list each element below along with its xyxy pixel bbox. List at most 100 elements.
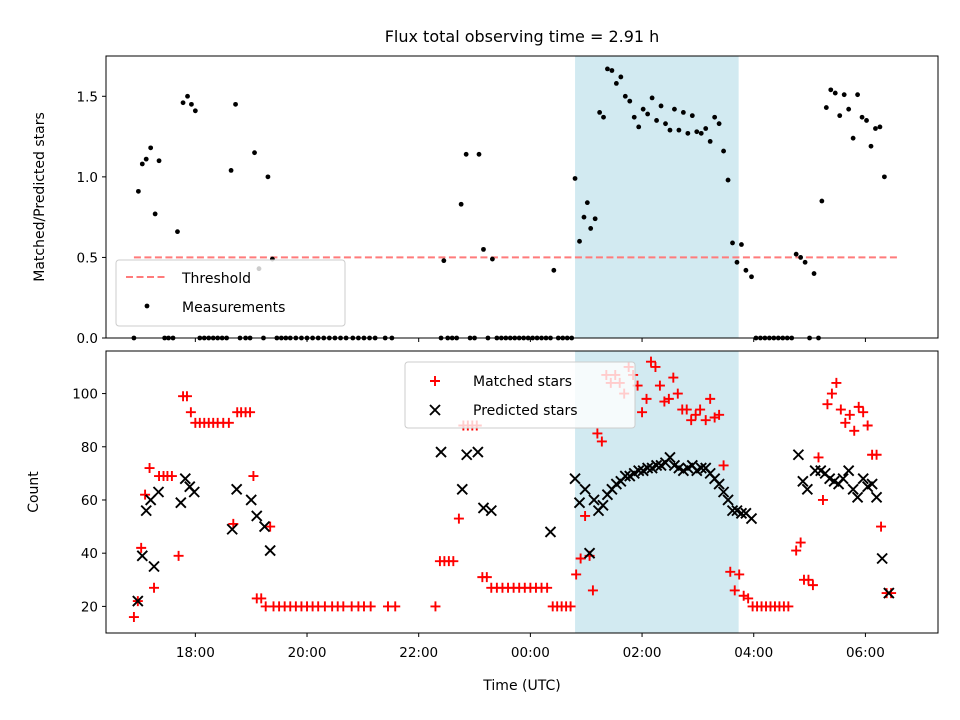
data-point xyxy=(583,547,596,559)
data-point xyxy=(797,475,809,488)
data-point xyxy=(729,585,740,596)
data-point xyxy=(601,114,606,120)
data-point xyxy=(717,486,730,498)
data-point xyxy=(881,174,887,180)
y-tick-label: 0.0 xyxy=(77,331,98,347)
data-point xyxy=(228,168,234,173)
data-point xyxy=(694,129,700,135)
data-point xyxy=(847,483,859,496)
data-point xyxy=(597,499,609,511)
data-point xyxy=(705,393,716,404)
axes-frame xyxy=(105,55,939,339)
data-point xyxy=(743,267,749,273)
axes-frame xyxy=(105,350,939,634)
top-y-axis-label: Matched/Predicted stars xyxy=(32,112,48,282)
data-point xyxy=(430,601,441,612)
data-point xyxy=(226,523,238,535)
top-panel: 0.0 0.5 1.0 1.5 Threshold Measurements xyxy=(77,55,939,347)
y-tick-label: 1.0 xyxy=(77,170,98,186)
data-point xyxy=(189,101,194,107)
data-point xyxy=(689,113,695,119)
data-point xyxy=(565,601,576,612)
data-point xyxy=(441,258,447,264)
x-tick-label: 18:00 xyxy=(176,645,215,661)
data-point xyxy=(175,229,180,235)
data-point xyxy=(726,504,739,517)
data-point xyxy=(230,483,243,496)
data-point xyxy=(823,105,829,110)
data-point xyxy=(149,582,160,593)
data-point xyxy=(173,550,184,561)
x-tick-label: 06:00 xyxy=(846,645,885,661)
observing-window-span xyxy=(575,56,739,338)
x-tick-label: 20:00 xyxy=(288,645,327,661)
data-point xyxy=(223,417,234,428)
data-point xyxy=(698,130,704,136)
y-tick-label: 20 xyxy=(81,599,98,615)
data-point xyxy=(252,150,257,156)
data-point xyxy=(795,537,806,548)
data-point xyxy=(575,553,586,564)
y-tick-label: 1.5 xyxy=(77,89,98,105)
data-point xyxy=(619,470,631,482)
data-point xyxy=(703,126,709,131)
data-point xyxy=(592,428,603,439)
data-point xyxy=(645,111,651,117)
data-point xyxy=(718,460,729,471)
data-point xyxy=(156,158,162,164)
data-point xyxy=(245,494,257,506)
data-point xyxy=(680,110,686,115)
data-point xyxy=(430,376,440,386)
data-point xyxy=(849,425,860,436)
data-point xyxy=(152,486,165,498)
data-point xyxy=(577,238,582,244)
data-point xyxy=(456,483,468,496)
data-point xyxy=(853,401,864,412)
data-point xyxy=(627,98,633,104)
data-point xyxy=(453,513,464,524)
data-point xyxy=(876,552,888,565)
data-point xyxy=(136,550,148,562)
data-point xyxy=(650,459,663,472)
data-point xyxy=(175,496,187,509)
data-point xyxy=(148,145,154,151)
data-point xyxy=(846,106,852,112)
x-tick-label: 02:00 xyxy=(623,645,662,661)
data-point xyxy=(851,491,864,503)
data-point xyxy=(819,198,825,204)
data-point xyxy=(544,526,557,538)
data-point xyxy=(807,580,818,591)
data-point xyxy=(148,560,160,573)
data-point xyxy=(725,177,731,183)
data-point xyxy=(837,473,849,485)
data-point xyxy=(850,135,856,141)
data-point xyxy=(588,226,594,231)
data-point xyxy=(791,545,802,556)
data-point xyxy=(248,471,259,482)
x-tick-label: 00:00 xyxy=(511,645,550,661)
data-point xyxy=(831,377,842,388)
data-point xyxy=(844,409,855,420)
data-point xyxy=(580,510,591,521)
data-point xyxy=(135,188,141,194)
data-point xyxy=(338,601,349,612)
data-point xyxy=(793,251,799,257)
data-point xyxy=(667,127,673,133)
data-point xyxy=(802,259,808,265)
data-point xyxy=(739,242,744,247)
data-point xyxy=(622,93,628,99)
data-point xyxy=(472,446,484,458)
data-point xyxy=(649,95,655,101)
data-point xyxy=(481,572,492,583)
data-point xyxy=(862,420,873,431)
data-point xyxy=(584,200,590,206)
data-point xyxy=(641,462,654,474)
data-point xyxy=(132,595,144,607)
data-point xyxy=(828,87,834,93)
data-point xyxy=(636,124,642,130)
data-point xyxy=(840,417,851,428)
data-point xyxy=(166,471,177,482)
data-point xyxy=(618,74,624,80)
data-point xyxy=(645,356,656,367)
